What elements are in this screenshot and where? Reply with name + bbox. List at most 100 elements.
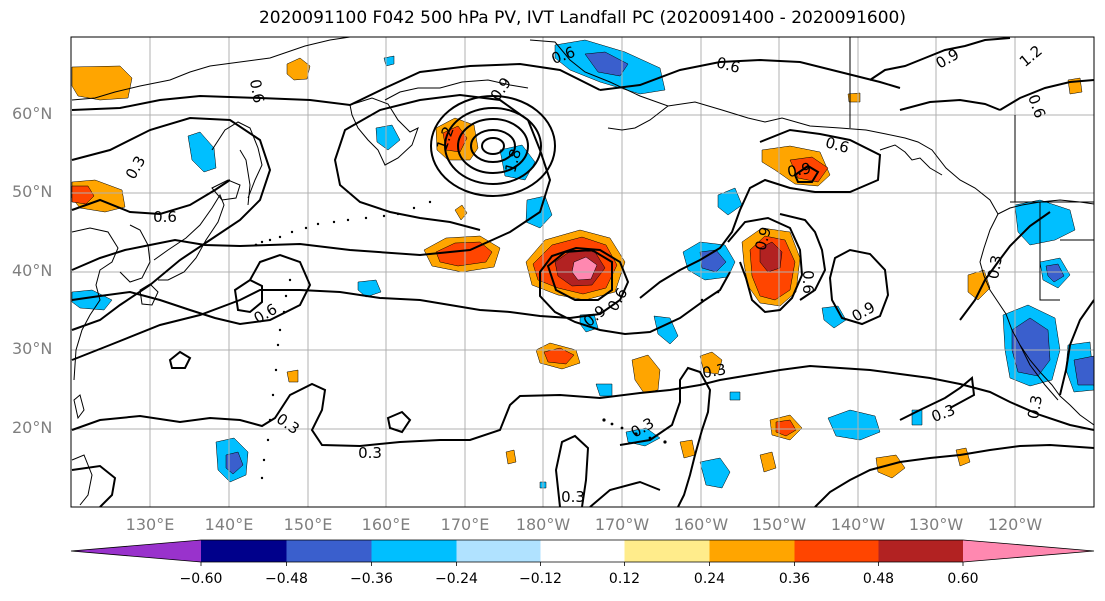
colorbar-tick-label: 0.36 xyxy=(778,571,811,587)
korea-coastline xyxy=(119,224,151,283)
pv-contours xyxy=(71,37,1094,507)
okhotsk-coastline xyxy=(211,121,263,199)
positive-anomaly-very-strong xyxy=(759,241,783,273)
latitude-label: 50°N xyxy=(12,182,53,201)
pv-contour xyxy=(589,480,661,507)
asia-coastline xyxy=(71,37,351,101)
pv-contour xyxy=(639,128,882,299)
positive-anomaly xyxy=(631,354,661,394)
contour-label: 0.3 xyxy=(1024,394,1046,421)
pv-contour xyxy=(546,248,613,301)
positive-anomaly-strong xyxy=(435,241,493,267)
pv-contour xyxy=(481,137,505,155)
pv-contour xyxy=(727,216,804,314)
colorbar-segment xyxy=(286,540,372,562)
positive-anomaly xyxy=(699,351,723,375)
colorbar-tick-label: 0.12 xyxy=(608,571,641,587)
map-frame xyxy=(70,36,1095,508)
pv-contour xyxy=(168,350,192,369)
shading-layer xyxy=(71,39,1094,489)
colorbar-ticks xyxy=(200,562,964,566)
colorbar-segment xyxy=(201,540,287,562)
longitude-label: 160°E xyxy=(361,515,411,534)
pv-contour xyxy=(457,118,529,174)
pv-contour xyxy=(959,211,1051,321)
positive-anomaly-strong xyxy=(71,185,95,205)
contour-label: 0.3 xyxy=(701,360,728,382)
positive-anomaly xyxy=(875,454,906,479)
map-title: 2020091100 F042 500 hPa PV, IVT Landfall… xyxy=(258,8,906,28)
colorbar-tick-label: 0.48 xyxy=(862,571,895,587)
contour-label: 0.3 xyxy=(561,488,585,506)
positive-anomaly-strong xyxy=(543,347,575,365)
pv-contour xyxy=(71,93,552,271)
negative-anomaly-strong xyxy=(1073,355,1094,386)
contour-label: 0.6 xyxy=(799,270,817,294)
pv-contour xyxy=(869,37,1011,81)
pv-contour xyxy=(470,129,516,163)
latitude-label: 40°N xyxy=(12,261,53,280)
negative-anomaly xyxy=(717,187,743,216)
colorbar-segment xyxy=(71,540,201,562)
baja-california xyxy=(1019,344,1059,401)
alaska-coastline xyxy=(529,39,999,215)
negative-anomaly-strong xyxy=(1011,317,1051,377)
japan-hokkaido xyxy=(211,179,241,201)
positive-anomaly xyxy=(505,449,517,465)
longitude-label: 130°E xyxy=(125,515,175,534)
pv-contour xyxy=(619,366,712,507)
colorbar-segment xyxy=(878,540,963,562)
contour-label: 0.9 xyxy=(786,159,813,181)
longitude-label: 170°E xyxy=(440,515,490,534)
negative-anomaly xyxy=(729,391,741,401)
negative-anomaly xyxy=(653,315,679,345)
colorbar-segment xyxy=(371,540,457,562)
latitude-label: 20°N xyxy=(12,418,53,437)
pv-contour xyxy=(444,107,542,185)
colorbar-segment xyxy=(794,540,879,562)
colorbar-segment xyxy=(540,540,625,562)
pv-contour xyxy=(779,213,827,301)
japan-honshu xyxy=(153,193,225,281)
pv-contour xyxy=(554,434,590,507)
colorbar-tick-label: −0.48 xyxy=(265,571,308,587)
colorbar-tick-label: −0.12 xyxy=(519,571,562,587)
negative-anomaly xyxy=(357,279,382,298)
pv-contour xyxy=(599,58,901,91)
pv-contour xyxy=(71,62,601,111)
pv-contour xyxy=(71,116,272,331)
negative-anomaly xyxy=(699,457,731,489)
pv-contour xyxy=(71,464,117,507)
positive-anomaly xyxy=(759,451,777,473)
map-area: 0.6 0.6 0.9 1.2 1.8 0.6 0.3 0.6 0.9 0.6 … xyxy=(71,37,1094,507)
pv-contour xyxy=(71,246,731,361)
alaska-peninsula xyxy=(607,105,669,131)
pv-contour xyxy=(828,248,890,326)
sakhalin xyxy=(239,149,251,206)
contour-label: 0.6 xyxy=(153,208,177,226)
pv-contour xyxy=(899,98,1001,111)
pv-contour xyxy=(814,443,1094,507)
longitude-label: 140°E xyxy=(204,515,254,534)
us-west-coastline xyxy=(979,213,1094,426)
longitude-label: 160°W xyxy=(673,515,729,534)
contour-label: 0.3 xyxy=(984,254,1006,281)
contour-label: 0.6 xyxy=(823,133,851,157)
colorbar-segment xyxy=(963,540,1094,562)
contour-label: 0.6 xyxy=(246,78,268,105)
pv-contour xyxy=(71,364,1094,448)
contour-label: 0.9 xyxy=(751,225,775,253)
positive-anomaly xyxy=(955,447,971,467)
pv-contour xyxy=(999,79,1094,111)
pv-contour xyxy=(71,253,312,326)
negative-anomaly xyxy=(827,409,881,441)
positive-anomaly xyxy=(286,369,299,383)
colorbar-tick-label: 0.60 xyxy=(947,571,979,587)
philippines xyxy=(71,454,93,506)
pv-contour xyxy=(1059,299,1094,396)
pv-contour xyxy=(430,95,556,197)
negative-anomaly xyxy=(375,124,401,151)
positive-anomaly xyxy=(71,65,133,101)
colorbar xyxy=(70,539,1095,566)
